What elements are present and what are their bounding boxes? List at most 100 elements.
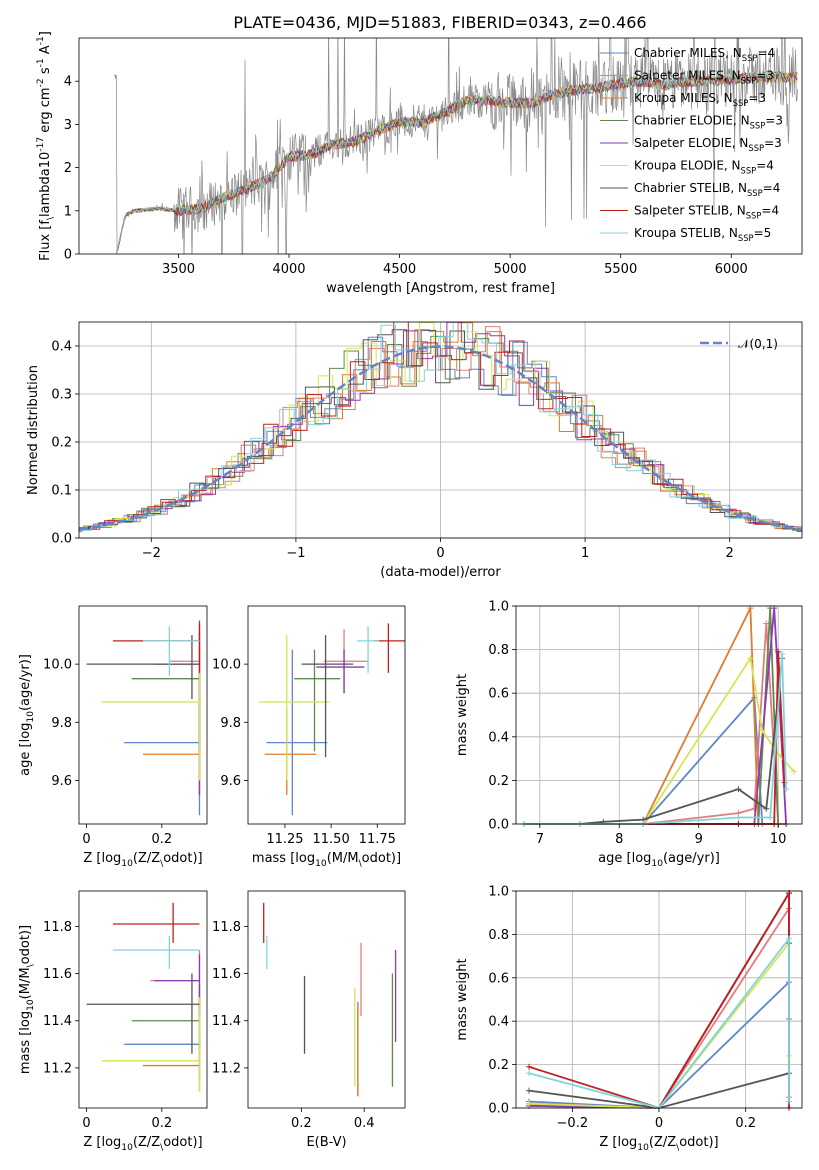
weight-marker [526, 1087, 532, 1094]
y-tick-label: 11.4 [212, 1014, 241, 1029]
y-tick-label: 0 [64, 248, 72, 263]
y-tick-label: 0.6 [488, 971, 509, 986]
legend-label: Kroupa MILES, NSSP​=3 [634, 91, 766, 108]
y-tick-label: 0.0 [51, 532, 72, 547]
x-tick-label: 5000 [494, 262, 527, 277]
x-tick-label: 0.2 [291, 1116, 312, 1131]
legend-label: Salpeter STELIB, NSSP​=4 [634, 204, 779, 221]
y-tick-label: 11.2 [43, 1061, 72, 1076]
x-axis-label: E(B-V) [306, 1135, 346, 1150]
spectrum-border [78, 37, 803, 255]
mass-vs-ebv-border [247, 890, 406, 1109]
y-axis-label: Normed distribution [26, 365, 41, 495]
age-vs-Z-border [78, 605, 208, 825]
residuals-plot [79, 322, 802, 533]
x-axis-label: mass [log10​(M/M\​odot)] [252, 851, 401, 869]
mass-vs-ebv-points [263, 902, 397, 1097]
y-tick-label: 11.4 [43, 1014, 72, 1029]
weight-marker [747, 655, 754, 662]
y-tick-label: 0.4 [488, 1015, 509, 1030]
y-tick-label: 1.0 [488, 600, 509, 615]
x-tick-label: 5500 [604, 262, 637, 277]
y-tick-label: 2 [64, 161, 72, 176]
weight-vs-Z-lines [526, 889, 792, 1111]
x-tick-label: 6000 [715, 262, 748, 277]
residual-histogram [79, 322, 802, 530]
x-tick-label: 2 [726, 546, 734, 561]
y-tick-label: 11.2 [212, 1061, 241, 1076]
y-tick-label: 4 [64, 75, 72, 90]
y-axis-label: age [log10​(age/yr)] [18, 654, 36, 776]
y-tick-label: 1 [64, 204, 72, 219]
weight-vs-age-frame: 7 8 9 10 0.0 0.2 0.4 0.6 0.8 1.0 age [log10​(age/y… [455, 600, 803, 869]
residual-histogram [79, 329, 802, 532]
x-tick-label: 11.25 [266, 832, 303, 847]
y-axis-label: mass [log10​(M/M\​odot)] [18, 925, 36, 1074]
legend-label: Chabrier MILES, NSSP​=4 [634, 46, 775, 63]
y-tick-label: 0.8 [488, 643, 509, 658]
y-tick-label: 10.0 [43, 658, 72, 673]
age-vs-mass-points [259, 623, 405, 816]
y-tick-label: 1.0 [488, 885, 509, 900]
legend-label: 𝒩(0,1) [738, 337, 778, 351]
weight-marker [763, 805, 770, 812]
gaussian-curve [79, 345, 802, 531]
y-tick-label: 0.2 [51, 436, 72, 451]
figure-title: PLATE=0436, MJD=51883, FIBERID=0343, z=0… [233, 13, 646, 32]
y-tick-label: 11.6 [212, 967, 241, 982]
x-axis-label: Z [log10​(Z/Z\​odot)] [83, 1135, 202, 1153]
legend-label: Chabrier STELIB, NSSP​=4 [634, 181, 780, 198]
y-tick-label: 0.1 [51, 484, 72, 499]
weight-vs-age-lines [520, 605, 798, 827]
x-tick-label: 3500 [162, 262, 195, 277]
weight-marker [786, 1098, 792, 1105]
x-tick-label: 0.2 [151, 1116, 172, 1131]
mass-vs-Z-frame: 0 0.2 11.2 11.4 11.6 11.8 Z [log10​(Z/Z\​odot)… [18, 890, 208, 1153]
y-tick-label: 0.0 [488, 818, 509, 833]
mass-vs-Z-points [86, 902, 201, 1092]
weight-marker [775, 648, 782, 655]
weight-marker [526, 1063, 532, 1070]
x-tick-label: 4500 [383, 262, 416, 277]
x-axis-label: wavelength [Angstrom, rest frame] [326, 281, 555, 296]
y-tick-label: 0.3 [51, 388, 72, 403]
weight-vs-Z-frame: −0.2 0 0.2 0.0 0.2 0.4 0.6 0.8 1.0 Z [log10​(Z/Z\… [455, 885, 803, 1153]
x-tick-label: −2 [142, 546, 161, 561]
weight-line [523, 651, 786, 825]
y-axis-label: mass weight [455, 674, 470, 756]
mass-vs-Z-border [78, 890, 208, 1109]
weight-line [523, 608, 787, 825]
x-tick-label: 0.2 [151, 832, 172, 847]
x-tick-label: −0.2 [557, 1116, 589, 1131]
spectrum-plot [114, 38, 798, 254]
x-tick-label: 0.4 [354, 1116, 375, 1131]
spectrum-frame: 3500 4000 4500 5000 5500 6000 0 1 2 3 4 wavelength … [36, 31, 803, 296]
y-tick-label: 9.8 [51, 716, 72, 731]
weight-marker [779, 650, 786, 657]
legend-label: Salpeter MILES, NSSP​=3 [634, 69, 774, 86]
x-tick-label: 1 [581, 546, 589, 561]
x-tick-label: 0.2 [735, 1116, 756, 1131]
x-axis-label: Z [log10​(Z/Z\​odot)] [83, 851, 202, 869]
y-tick-label: 0.0 [488, 1102, 509, 1117]
x-tick-label: 0 [436, 546, 444, 561]
weight-marker [759, 727, 766, 734]
y-tick-label: 11.8 [43, 920, 72, 935]
age-vs-mass-frame: 11.25 11.50 11.75 9.6 9.8 10.0 mass [log10​(M/… [212, 605, 406, 869]
weight-line [523, 607, 779, 825]
x-tick-label: 9 [695, 832, 703, 847]
y-tick-label: 9.6 [220, 774, 241, 789]
weight-marker [763, 620, 770, 627]
x-tick-label: 10 [770, 832, 787, 847]
residuals-frame: −2 −1 0 1 2 0.0 0.1 0.2 0.3 0.4 (data-model)/error… [26, 321, 803, 580]
x-tick-label: 0 [655, 1116, 663, 1131]
x-axis-label: (data-model)/error [380, 565, 501, 580]
y-tick-label: 9.8 [220, 716, 241, 731]
x-tick-label: 0 [82, 1116, 90, 1131]
y-tick-label: 9.6 [51, 774, 72, 789]
x-tick-label: 4000 [272, 262, 305, 277]
age-vs-Z-frame: 0 0.2 9.6 9.8 10.0 Z [log10​(Z/Z\​odot)] age [… [18, 605, 208, 869]
weight-marker [783, 786, 790, 793]
y-tick-label: 11.6 [43, 967, 72, 982]
